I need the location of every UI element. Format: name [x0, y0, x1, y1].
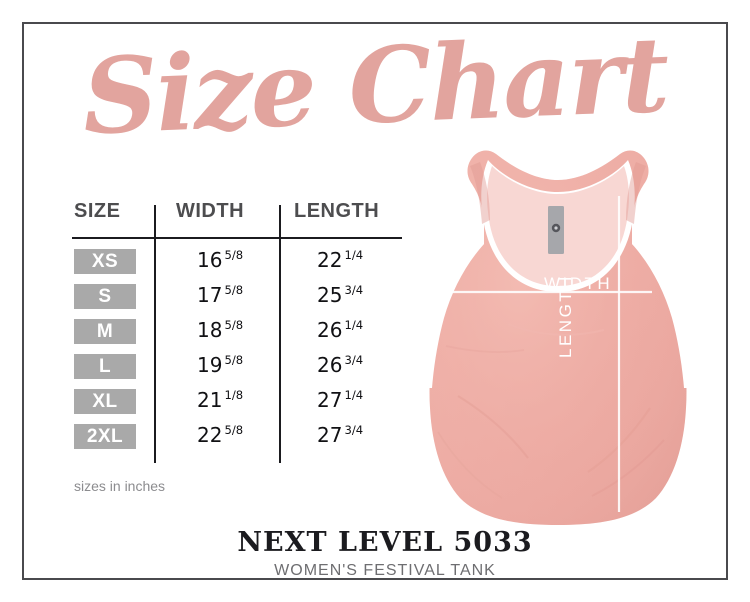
- width-fraction: 5/8: [224, 283, 244, 298]
- tank-width-label: WIDTH: [544, 274, 613, 293]
- size-table: SIZE WIDTH LENGTH XS 16 5/8 22 1/4 S 17 5/8 25 3/…: [72, 200, 402, 470]
- column-header-size: SIZE: [74, 200, 121, 222]
- strap-left-shadow: [470, 162, 490, 224]
- width-value: 19 5/8: [197, 353, 243, 377]
- page-title: Size Chart: [80, 12, 670, 159]
- armhole-right: [632, 222, 698, 388]
- length-value: 26 3/4: [317, 353, 363, 377]
- width-fraction: 5/8: [224, 318, 244, 333]
- fabric-fold: [437, 431, 503, 499]
- header-divider: [72, 237, 402, 239]
- strap-right-shadow: [626, 162, 646, 224]
- fabric-highlight: [507, 323, 605, 336]
- width-value: 21 1/8: [197, 388, 243, 412]
- fabric-fold: [445, 345, 525, 353]
- length-fraction: 3/4: [344, 423, 364, 438]
- width-value: 16 5/8: [197, 248, 243, 272]
- fabric-fold: [457, 395, 529, 459]
- table-row: XS 16 5/8 22 1/4: [72, 244, 402, 279]
- size-badge: S: [74, 284, 136, 309]
- width-whole: 22: [197, 423, 223, 447]
- table-row: L 19 5/8 26 3/4: [72, 349, 402, 384]
- length-fraction: 1/4: [344, 388, 364, 403]
- length-fraction: 3/4: [344, 353, 364, 368]
- product-subtitle: WOMEN'S FESTIVAL TANK: [274, 562, 496, 579]
- length-fraction: 3/4: [344, 283, 364, 298]
- footer: NEXT LEVEL 5033 WOMEN'S FESTIVAL TANK: [175, 527, 595, 580]
- length-value: 22 1/4: [317, 248, 363, 272]
- width-value: 22 5/8: [197, 423, 243, 447]
- width-fraction: 1/8: [224, 388, 244, 403]
- armhole-left: [418, 222, 484, 388]
- column-header-length: LENGTH: [294, 200, 380, 222]
- tank-top-graphic: [418, 150, 698, 525]
- length-whole: 26: [317, 353, 343, 377]
- width-whole: 21: [197, 388, 223, 412]
- table-row: XL 21 1/8 27 1/4: [72, 384, 402, 419]
- table-row: S 17 5/8 25 3/4: [72, 279, 402, 314]
- fabric-fold: [591, 439, 665, 497]
- length-whole: 22: [317, 248, 343, 272]
- width-value: 17 5/8: [197, 283, 243, 307]
- product-name: NEXT LEVEL 5033: [237, 527, 533, 558]
- tank-top-illustration: WIDTH LENGTH: [388, 140, 728, 525]
- size-badge: M: [74, 319, 136, 344]
- column-divider-1: [154, 205, 156, 463]
- width-value: 18 5/8: [197, 318, 243, 342]
- width-whole: 19: [197, 353, 223, 377]
- length-whole: 27: [317, 423, 343, 447]
- tank-length-label: LENGTH: [556, 274, 575, 358]
- size-badge: 2XL: [74, 424, 136, 449]
- length-whole: 25: [317, 283, 343, 307]
- length-fraction: 1/4: [344, 318, 364, 333]
- table-body: XS 16 5/8 22 1/4 S 17 5/8 25 3/4 M 18 5/8 26 1/4 L 19 5/8…: [72, 244, 402, 454]
- width-fraction: 5/8: [224, 353, 244, 368]
- brand-mark-inner-icon: [554, 226, 558, 230]
- length-fraction: 1/4: [344, 248, 364, 263]
- table-row: M 18 5/8 26 1/4: [72, 314, 402, 349]
- length-value: 26 1/4: [317, 318, 363, 342]
- length-whole: 26: [317, 318, 343, 342]
- units-note: sizes in inches: [74, 478, 166, 494]
- length-value: 27 3/4: [317, 423, 363, 447]
- table-row: 2XL 22 5/8 27 3/4: [72, 419, 402, 454]
- fabric-fold: [587, 407, 651, 473]
- width-whole: 16: [197, 248, 223, 272]
- column-divider-2: [279, 205, 281, 463]
- size-badge: XS: [74, 249, 136, 274]
- width-fraction: 5/8: [224, 248, 244, 263]
- column-header-width: WIDTH: [176, 200, 245, 222]
- width-whole: 17: [197, 283, 223, 307]
- length-value: 27 1/4: [317, 388, 363, 412]
- size-badge: L: [74, 354, 136, 379]
- length-value: 25 3/4: [317, 283, 363, 307]
- length-whole: 27: [317, 388, 343, 412]
- width-fraction: 5/8: [224, 423, 244, 438]
- width-whole: 18: [197, 318, 223, 342]
- size-badge: XL: [74, 389, 136, 414]
- table-header-row: SIZE WIDTH LENGTH: [72, 200, 402, 232]
